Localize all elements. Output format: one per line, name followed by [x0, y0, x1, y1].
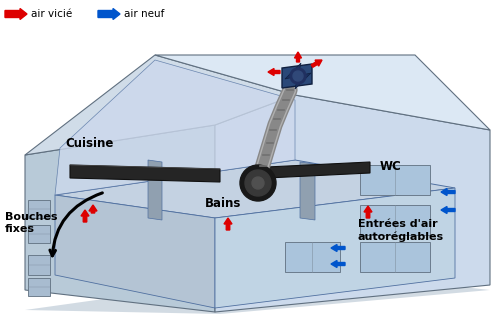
FancyArrow shape [81, 210, 89, 222]
FancyBboxPatch shape [28, 225, 50, 243]
FancyArrow shape [441, 207, 455, 214]
FancyArrow shape [331, 261, 345, 268]
Text: Cuisine: Cuisine [65, 137, 114, 150]
FancyBboxPatch shape [28, 255, 50, 275]
Polygon shape [55, 195, 215, 308]
Polygon shape [298, 73, 311, 79]
Polygon shape [25, 125, 215, 312]
Polygon shape [295, 63, 301, 76]
Text: air vicié: air vicié [31, 9, 72, 19]
Text: WC: WC [380, 160, 402, 173]
FancyArrow shape [311, 60, 322, 67]
Polygon shape [70, 165, 220, 182]
FancyArrow shape [294, 52, 302, 62]
FancyArrow shape [89, 205, 97, 213]
Polygon shape [295, 76, 301, 89]
Text: air neuf: air neuf [124, 9, 164, 19]
Polygon shape [215, 188, 455, 308]
Polygon shape [25, 270, 490, 314]
Text: Bouches
fixes: Bouches fixes [5, 212, 58, 234]
FancyArrow shape [364, 206, 372, 218]
Circle shape [240, 165, 276, 201]
FancyBboxPatch shape [360, 242, 430, 272]
Polygon shape [148, 160, 162, 220]
Circle shape [245, 170, 271, 196]
FancyArrow shape [441, 188, 455, 196]
FancyArrow shape [98, 8, 120, 19]
FancyBboxPatch shape [28, 200, 50, 218]
Circle shape [252, 177, 264, 189]
Polygon shape [155, 55, 490, 130]
Polygon shape [55, 160, 455, 218]
Circle shape [290, 68, 306, 84]
Text: Entrées d'air
autoréglables: Entrées d'air autoréglables [358, 219, 444, 242]
Polygon shape [55, 60, 295, 195]
Polygon shape [267, 162, 370, 178]
FancyArrow shape [224, 218, 232, 230]
Circle shape [293, 71, 303, 81]
Text: Bains: Bains [205, 197, 242, 210]
Polygon shape [285, 73, 298, 79]
FancyBboxPatch shape [360, 205, 430, 235]
Polygon shape [215, 95, 490, 312]
Polygon shape [300, 162, 315, 220]
FancyBboxPatch shape [28, 278, 50, 296]
Polygon shape [25, 55, 295, 155]
FancyArrow shape [5, 8, 27, 19]
FancyBboxPatch shape [285, 242, 340, 272]
FancyArrow shape [331, 245, 345, 252]
Polygon shape [282, 64, 312, 88]
FancyBboxPatch shape [360, 165, 430, 195]
FancyArrow shape [268, 68, 280, 75]
